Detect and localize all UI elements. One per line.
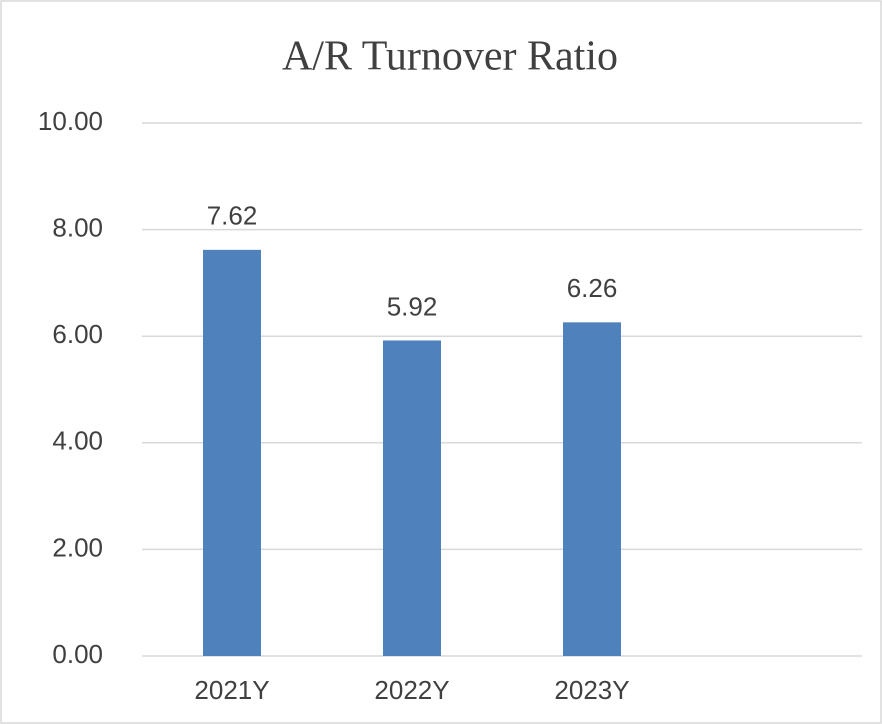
x-tick-label: 2022Y [374, 675, 449, 705]
data-label: 7.62 [207, 201, 258, 231]
y-tick-label: 0.00 [52, 639, 103, 669]
y-tick-label: 10.00 [38, 106, 103, 136]
bar [203, 249, 261, 656]
data-label: 5.92 [387, 291, 438, 321]
x-tick-label: 2021Y [194, 675, 269, 705]
bar [563, 322, 621, 656]
y-tick-label: 8.00 [52, 212, 103, 242]
y-tick-label: 2.00 [52, 532, 103, 562]
data-label: 6.26 [567, 273, 618, 303]
y-tick-label: 6.00 [52, 319, 103, 349]
bar [383, 340, 441, 656]
x-tick-label: 2023Y [554, 675, 629, 705]
y-tick-label: 4.00 [52, 426, 103, 456]
chart-title: A/R Turnover Ratio [282, 34, 618, 80]
